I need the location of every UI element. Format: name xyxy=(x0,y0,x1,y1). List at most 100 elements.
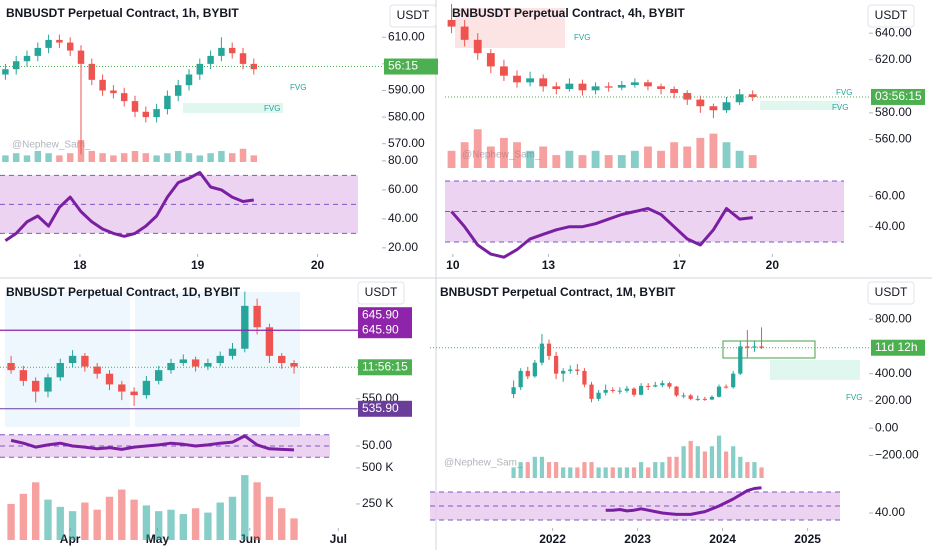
candle-body xyxy=(12,61,20,70)
candle-body xyxy=(290,363,298,367)
volume-bar xyxy=(695,446,700,478)
candle-body xyxy=(702,398,707,400)
volume-bar xyxy=(722,142,731,168)
volume-bar xyxy=(196,155,204,162)
candle-body xyxy=(2,69,9,75)
annotation: FVG xyxy=(836,88,852,97)
volume-bar xyxy=(667,456,672,478)
candle-body xyxy=(532,362,537,377)
volume-bar xyxy=(578,155,587,168)
volume-bar xyxy=(131,151,139,162)
volume-bar xyxy=(191,508,200,540)
fvg-zone xyxy=(183,103,283,113)
volume-bar xyxy=(142,505,151,540)
volume-tick-label: 250 K xyxy=(362,496,393,510)
fvg-zone xyxy=(455,8,565,48)
candle-body xyxy=(253,305,261,328)
volume-bar xyxy=(185,153,193,162)
volume-bar xyxy=(486,146,495,168)
y-tick-label: 0.00 xyxy=(875,420,899,434)
y-tick-label: 640.00 xyxy=(875,25,912,39)
x-tick-label: 19 xyxy=(191,258,205,272)
candle-body xyxy=(610,390,615,391)
price-tag-label: 56:15 xyxy=(388,59,418,73)
volume-bar xyxy=(19,493,28,540)
candle-body xyxy=(56,363,64,378)
volume-bar xyxy=(589,462,594,478)
price-tag-label: 03:56:15 xyxy=(875,89,922,103)
volume-bar xyxy=(603,467,608,478)
candle-body xyxy=(568,369,573,371)
candle-body xyxy=(546,343,552,356)
range-shade xyxy=(5,292,130,427)
volume-tick-label: 500 K xyxy=(362,460,393,474)
volume-bar xyxy=(624,467,630,478)
volume-bar xyxy=(638,462,644,478)
volume-bar xyxy=(511,467,516,478)
currency-label: USDT xyxy=(365,285,398,299)
volume-bar xyxy=(518,462,523,478)
volume-bar xyxy=(447,150,456,168)
candle-body xyxy=(745,346,750,348)
rsi-tick-label: 40.00 xyxy=(875,219,905,233)
candle-body xyxy=(709,106,718,111)
rsi-line xyxy=(10,434,295,452)
volume-bar xyxy=(553,462,559,478)
volume-bar xyxy=(657,150,665,168)
annotation: FVG xyxy=(574,33,590,42)
volume-bar xyxy=(88,151,96,162)
candle-body xyxy=(105,373,114,385)
volume-bar xyxy=(12,153,20,162)
candle-body xyxy=(131,101,139,112)
x-tick-label: 20 xyxy=(311,258,325,272)
candle-body xyxy=(99,79,106,91)
volume-bar xyxy=(525,462,530,478)
candle-body xyxy=(731,373,736,388)
candle-body xyxy=(167,363,175,371)
volume-bar xyxy=(610,467,615,478)
candle-body xyxy=(709,396,715,400)
candle-body xyxy=(539,78,548,87)
x-tick-label: 18 xyxy=(73,258,87,272)
volume-bar xyxy=(738,456,743,478)
fvg-zone xyxy=(760,101,840,110)
volume-bar xyxy=(23,155,31,162)
volume-bar xyxy=(250,155,258,162)
volume-bar xyxy=(265,496,274,540)
rsi-band xyxy=(0,175,358,234)
candle-body xyxy=(561,370,566,374)
candle-body xyxy=(228,348,237,356)
candle-body xyxy=(617,85,626,88)
candle-body xyxy=(460,26,469,40)
candle-body xyxy=(23,55,31,62)
price-tag xyxy=(871,339,925,356)
volume-bar xyxy=(660,462,665,478)
y-tick-label: 580.00 xyxy=(875,105,912,119)
candle-body xyxy=(191,359,200,367)
volume-bar xyxy=(253,482,261,540)
candle-body xyxy=(575,369,580,371)
volume-bar xyxy=(552,155,561,168)
annotation: FVG xyxy=(264,104,280,113)
volume-bar xyxy=(617,155,626,168)
candle-body xyxy=(228,47,236,54)
volume-bar xyxy=(110,155,117,162)
watermark: @Nephew_Sam_ xyxy=(444,458,523,469)
candle-body xyxy=(735,94,744,103)
volume-bar xyxy=(630,150,639,168)
candle-body xyxy=(204,363,212,367)
candle-body xyxy=(526,78,535,83)
volume-bar xyxy=(709,446,715,478)
price-tag xyxy=(871,88,925,105)
volume-bar xyxy=(34,151,42,162)
candle-body xyxy=(578,83,587,91)
candle-body xyxy=(486,53,495,67)
candle-body xyxy=(164,95,171,110)
candle-body xyxy=(44,377,52,392)
volume-bar xyxy=(239,148,247,162)
currency-label: USDT xyxy=(875,8,908,22)
volume-bar xyxy=(105,496,114,540)
candle-body xyxy=(518,370,523,388)
candle-body xyxy=(539,343,545,363)
